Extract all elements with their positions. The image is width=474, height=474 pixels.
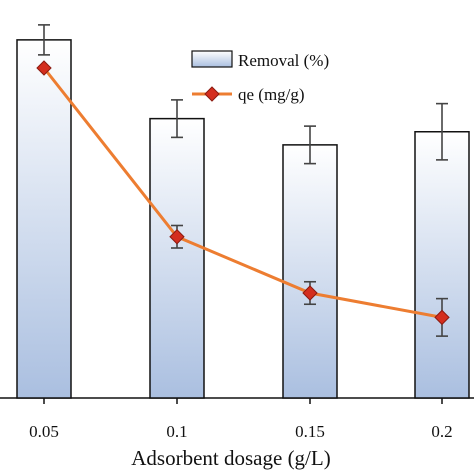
legend-swatch-qe-marker (204, 86, 220, 102)
x-tick-label-3: 0.2 (431, 422, 452, 441)
qe-marker-0 (36, 60, 52, 76)
qe-marker-3 (434, 309, 450, 326)
legend-label-qe: qe (mg/g) (238, 85, 305, 104)
x-tick-label-2: 0.15 (295, 422, 325, 441)
x-tick-label-1: 0.1 (166, 422, 187, 441)
x-ticks (43, 398, 443, 404)
bar-error-1 (171, 99, 183, 139)
bar-removal-2 (282, 144, 338, 399)
legend: Removal (%) qe (mg/g) (191, 50, 329, 104)
bar-error-3 (436, 102, 448, 161)
line-markers (36, 60, 450, 326)
qe-marker-1 (169, 229, 185, 245)
legend-label-removal: Removal (%) (238, 51, 329, 70)
bar-removal-1 (149, 117, 205, 399)
qe-marker-2 (302, 285, 318, 301)
qe-series-line (42, 67, 443, 319)
bar-error-0 (38, 24, 50, 56)
x-tick-label-0: 0.05 (29, 422, 59, 441)
x-axis-title: Adsorbent dosage (g/L) (131, 446, 330, 470)
legend-swatch-removal (191, 50, 233, 68)
bar-error-bars (38, 24, 448, 165)
bar-error-2 (304, 125, 316, 165)
x-tick-labels: 0.05 0.1 0.15 0.2 (29, 422, 453, 441)
bar-removal-3 (414, 131, 470, 399)
